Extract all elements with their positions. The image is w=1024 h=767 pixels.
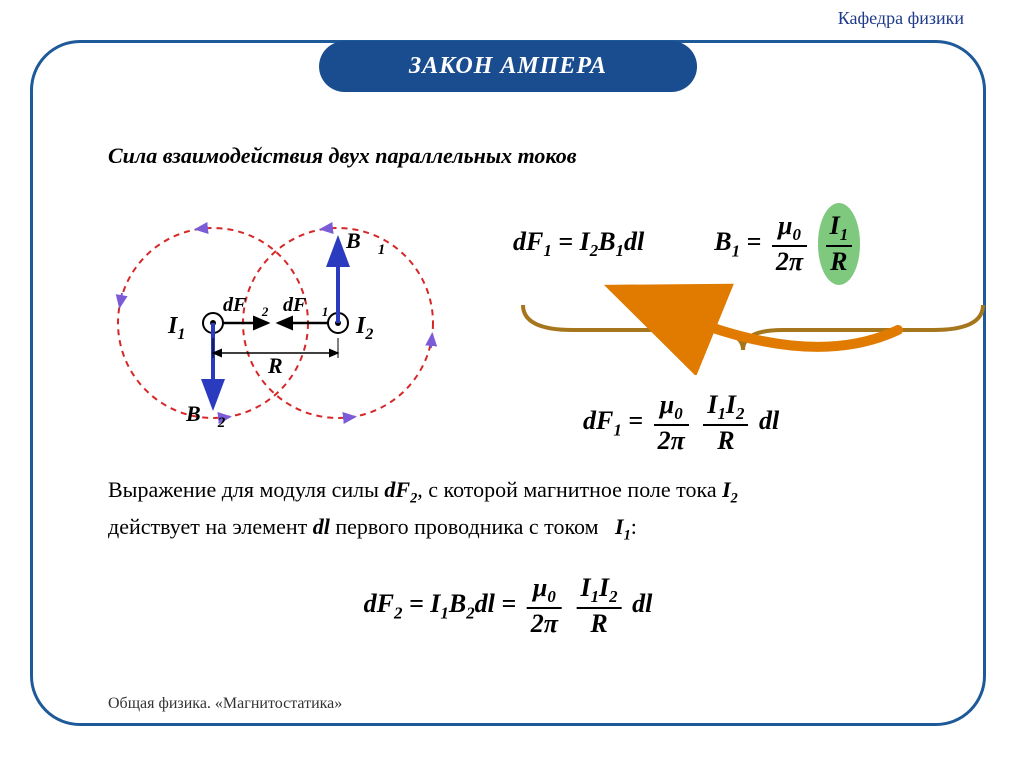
equation-dF1: dF1 = I2B1dl bbox=[513, 227, 644, 261]
header-text: Кафедра физики bbox=[838, 8, 964, 29]
equations-area: dF1 = I2B1dl B1 = μ02π I1R bbox=[513, 203, 1013, 456]
equation-B1: B1 = μ02π I1R bbox=[714, 203, 860, 285]
footer: Общая физика. «Магнитостатика» bbox=[108, 695, 342, 713]
svg-text:dF⃗1: dF⃗1 bbox=[283, 294, 328, 319]
equation-dF1-expanded: dF1 = μ02π I1I2R dl bbox=[583, 390, 1013, 456]
two-wires-diagram: I1 I2 R B⃗1 B⃗2 dF⃗1 dF⃗2 bbox=[108, 193, 448, 453]
equation-dF2-expanded: dF2 = I1B2dl = μ02π I1I2R dl bbox=[364, 573, 653, 639]
svg-text:I1: I1 bbox=[167, 313, 185, 343]
svg-text:B⃗1: B⃗1 bbox=[345, 228, 385, 258]
svg-text:dF⃗2: dF⃗2 bbox=[223, 294, 269, 319]
svg-text:B⃗2: B⃗2 bbox=[185, 401, 226, 431]
title-pill: ЗАКОН АМПЕРА bbox=[319, 41, 697, 92]
subtitle: Сила взаимодействия двух параллельных то… bbox=[108, 143, 577, 169]
content-frame: ЗАКОН АМПЕРА Сила взаимодействия двух па… bbox=[30, 40, 986, 726]
svg-text:R: R bbox=[267, 353, 283, 378]
svg-text:I2: I2 bbox=[355, 313, 373, 343]
explanatory-paragraph: Выражение для модуля силы dF2, с которой… bbox=[108, 473, 1008, 547]
